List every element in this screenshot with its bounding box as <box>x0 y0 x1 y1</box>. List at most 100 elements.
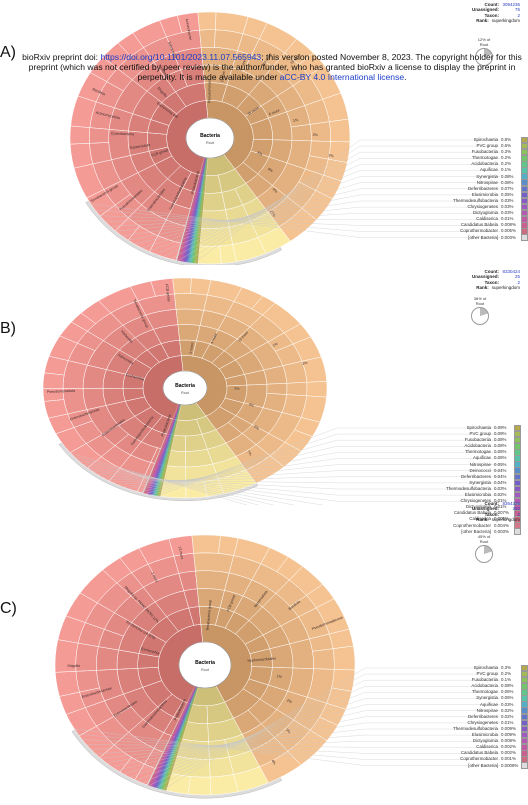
krona-minor-wedge[interactable] <box>147 404 180 495</box>
krona-minor-wedge[interactable] <box>193 157 208 264</box>
krona-wedge[interactable] <box>209 756 234 778</box>
legend-item[interactable]: Coprothermobacter 0.004% <box>445 522 521 529</box>
krona-minor-wedge[interactable] <box>162 687 198 790</box>
legend-item[interactable]: Thermodesulfobacteria 0.03% <box>452 197 528 205</box>
legend-item[interactable]: PVC group 0.09% <box>445 430 521 438</box>
krona-minor-wedge[interactable] <box>165 687 199 791</box>
krona-minor-wedge[interactable] <box>179 157 205 262</box>
krona-minor-wedge[interactable] <box>187 157 207 263</box>
krona-chart-a[interactable]: BacteriaRootProteobacteriaGammaproteobac… <box>0 0 528 268</box>
krona-wedge[interactable] <box>195 570 230 591</box>
krona-minor-wedge[interactable] <box>154 686 197 788</box>
krona-minor-wedge[interactable] <box>195 157 208 264</box>
krona-minor-wedge[interactable] <box>180 157 206 262</box>
legend-item[interactable]: Fusobacteriia 0.3% <box>452 148 528 156</box>
legend-item[interactable]: Deferribacteres 0.07% <box>452 185 528 193</box>
krona-wedge[interactable] <box>197 245 222 265</box>
krona-wedge[interactable] <box>174 293 208 311</box>
info-value-taxon[interactable]: 2 <box>517 511 520 517</box>
legend-item[interactable]: Thermotogae 0.06% <box>452 689 528 696</box>
krona-minor-wedge[interactable] <box>155 686 197 789</box>
krona-wedge[interactable] <box>197 11 217 31</box>
krona-minor-wedge[interactable] <box>177 157 205 261</box>
krona-minor-wedge[interactable] <box>189 157 207 263</box>
license-link[interactable]: aCC-BY 4.0 International license <box>279 72 405 82</box>
legend-item[interactable]: Synergistia 0.08% <box>452 173 528 180</box>
krona-wedge[interactable] <box>172 277 192 295</box>
krona-wedge[interactable] <box>306 381 328 398</box>
legend-item[interactable]: Acidobacteria 0.08% <box>452 683 528 690</box>
legend-item[interactable]: Spirochaetia 0.8% <box>452 136 528 144</box>
legend-item[interactable]: Elusimicrobia 0.05% <box>452 191 528 199</box>
info-value-taxon[interactable]: 2 <box>517 12 520 18</box>
krona-wedge[interactable] <box>312 648 335 670</box>
krona-chart-c[interactable]: BacteriaRootProteobacteriaGammaproteobac… <box>0 505 528 800</box>
krona-wedge[interactable] <box>159 480 187 499</box>
krona-wedge[interactable] <box>289 638 314 669</box>
krona-minor-wedge[interactable] <box>192 157 208 264</box>
legend-item[interactable]: [other Bacteria] 0.003% <box>452 234 528 241</box>
legend-item[interactable]: Elusimicrobia 0.009% <box>452 731 528 739</box>
legend-item[interactable]: Chrysiogenetes 0.01% <box>445 497 521 505</box>
krona-minor-wedge[interactable] <box>158 686 198 789</box>
krona-minor-wedge[interactable] <box>182 157 206 262</box>
legend-item[interactable]: Caldiserica 0.002% <box>452 744 528 751</box>
legend-item[interactable]: Thermotogae 0.06% <box>445 449 521 456</box>
krona-wedge[interactable] <box>199 226 233 247</box>
legend-item[interactable]: Fusobacteriia 0.1% <box>452 676 528 684</box>
krona-minor-wedge[interactable] <box>145 404 179 494</box>
legend-item[interactable]: Chrysiogenetes 0.01% <box>452 719 528 727</box>
krona-minor-wedge[interactable] <box>157 404 181 496</box>
krona-chart-b[interactable]: BacteriaRootProteobacteriaGammaproteobac… <box>0 265 528 532</box>
krona-wedge[interactable] <box>199 29 216 48</box>
krona-minor-wedge[interactable] <box>156 404 181 496</box>
krona-wedge[interactable] <box>89 142 112 165</box>
krona-minor-wedge[interactable] <box>149 686 196 786</box>
krona-minor-wedge[interactable] <box>156 686 197 789</box>
legend-item[interactable]: Thermodesulfobacteria 0.009% <box>452 725 528 733</box>
krona-wedge[interactable] <box>209 774 239 796</box>
krona-wedge[interactable] <box>191 534 221 554</box>
legend-item[interactable]: Synergistia 0.06% <box>452 695 528 702</box>
krona-minor-wedge[interactable] <box>149 404 180 495</box>
krona-minor-wedge[interactable] <box>146 404 180 494</box>
legend-item[interactable]: Thermotogae 0.2% <box>452 155 528 162</box>
legend-item[interactable]: [other Bacteria] 0.003% <box>445 528 521 535</box>
info-value-taxon[interactable]: 2 <box>517 279 520 285</box>
krona-minor-wedge[interactable] <box>175 157 205 261</box>
krona-wedge[interactable] <box>187 776 212 796</box>
legend-item[interactable]: Chrysiogenetes 0.03% <box>452 203 528 211</box>
legend-item[interactable]: Aquificae 0.1% <box>452 167 528 174</box>
legend-item[interactable]: Acidobacteria 0.08% <box>445 443 521 450</box>
legend-item[interactable]: Nitrospirae 0.02% <box>452 707 528 714</box>
krona-minor-wedge[interactable] <box>184 157 206 263</box>
legend-item[interactable]: Coprothermobacter 0.005% <box>452 228 528 235</box>
legend-item[interactable]: Acidobacteria 0.2% <box>452 161 528 168</box>
krona-minor-wedge[interactable] <box>150 404 180 495</box>
legend-item[interactable]: Aquificae 0.03% <box>452 701 528 708</box>
krona-wedge[interactable] <box>69 143 94 169</box>
legend-item[interactable]: PVC group 0.6% <box>452 142 528 150</box>
krona-minor-wedge[interactable] <box>151 404 180 496</box>
legend-item[interactable]: Candidatus Babela 0.007% <box>445 510 521 517</box>
krona-minor-wedge[interactable] <box>163 687 199 791</box>
legend-item[interactable]: Candidatus Babela 0.002% <box>452 750 528 757</box>
krona-minor-wedge[interactable] <box>191 157 207 263</box>
krona-wedge[interactable] <box>328 141 351 163</box>
legend-item[interactable]: Dictyoglomia 0.01% <box>445 504 521 511</box>
legend-item[interactable]: Thermodesulfobacteria 0.03% <box>445 485 521 493</box>
krona-wedge[interactable] <box>332 645 356 671</box>
legend-item[interactable]: PVC group 0.2% <box>452 670 528 678</box>
legend-item[interactable]: Aquificae 0.06% <box>445 455 521 462</box>
krona-wedge[interactable] <box>89 127 110 144</box>
krona-minor-wedge[interactable] <box>183 157 206 262</box>
legend-item[interactable]: Nitrospirae 0.05% <box>445 461 521 468</box>
krona-minor-wedge[interactable] <box>152 404 181 496</box>
krona-wedge[interactable] <box>286 382 308 397</box>
krona-wedge[interactable] <box>202 192 226 212</box>
krona-minor-wedge[interactable] <box>148 404 180 495</box>
krona-root-hole[interactable] <box>178 641 232 689</box>
legend-item[interactable]: Spirochaetia 0.09% <box>445 424 521 432</box>
krona-wedge[interactable] <box>96 646 119 671</box>
krona-minor-wedge[interactable] <box>155 404 181 496</box>
